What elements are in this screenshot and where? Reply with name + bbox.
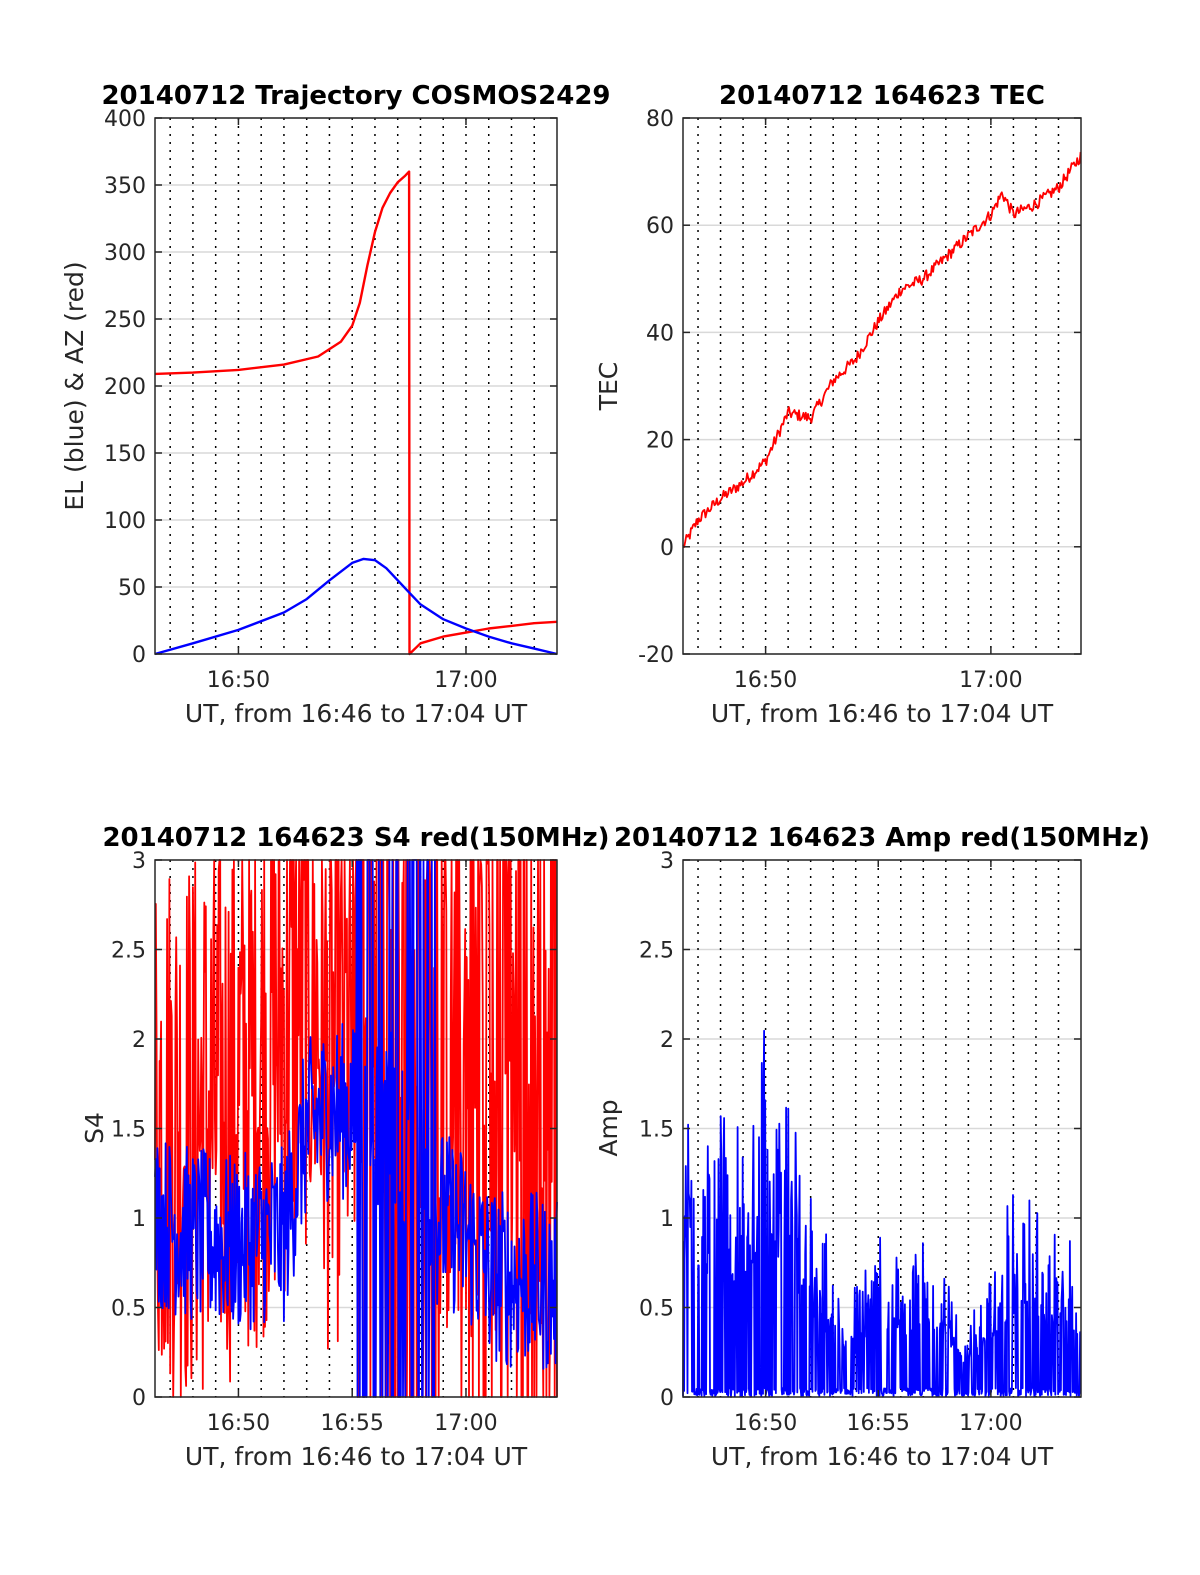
series-line-az [154, 170, 558, 656]
y-tick-label: 0 [660, 1386, 674, 1411]
y-tick-label: -20 [638, 643, 674, 668]
x-tick-label: 16:55 [321, 1411, 384, 1436]
chart-s4: 20140712 164623 S4 red(150MHz) UT, from … [80, 823, 610, 1471]
y-tick-label: 3 [132, 849, 146, 874]
y-tick-label: 3 [660, 849, 674, 874]
y-tick-label: 2.5 [111, 939, 146, 964]
chart-tec: 20140712 164623 TEC UT, from 16:46 to 17… [594, 81, 1082, 728]
x-tick-label: 17:00 [959, 1411, 1022, 1436]
y-tick-label: 60 [646, 214, 674, 239]
y-tick-label: 150 [104, 442, 146, 467]
y-tick-label: 20 [646, 429, 674, 454]
series-line-tec [682, 151, 1082, 548]
y-tick-label: 200 [104, 375, 146, 400]
x-tick-label: 17:00 [434, 668, 497, 693]
x-tick-label: 16:50 [734, 1411, 797, 1436]
y-tick-label: 40 [646, 321, 674, 346]
y-tick-label: 2 [660, 1028, 674, 1053]
series-line-el [154, 557, 558, 656]
y-tick-label: 250 [104, 308, 146, 333]
x-axis-label: UT, from 16:46 to 17:04 UT [711, 1442, 1054, 1471]
y-tick-label: 400 [104, 107, 146, 132]
y-tick-label: 80 [646, 107, 674, 132]
series-line-s4-blue [154, 859, 558, 1398]
x-tick-label: 17:00 [959, 668, 1022, 693]
y-tick-label: 50 [118, 576, 146, 601]
chart-title: 20140712 164623 Amp red(150MHz) [614, 823, 1150, 853]
y-tick-label: 1.5 [639, 1118, 674, 1143]
x-axis-label: UT, from 16:46 to 17:04 UT [185, 1442, 528, 1471]
y-tick-label: 0.5 [639, 1297, 674, 1322]
x-tick-label: 17:00 [434, 1411, 497, 1436]
y-tick-label: 100 [104, 509, 146, 534]
y-axis-label: EL (blue) & AZ (red) [60, 261, 89, 510]
y-tick-label: 0 [132, 643, 146, 668]
plot-frame [682, 117, 1082, 655]
y-tick-label: 2.5 [639, 939, 674, 964]
y-tick-label: 300 [104, 241, 146, 266]
y-tick-label: 0 [132, 1386, 146, 1411]
chart-amp: 20140712 164623 Amp red(150MHz) UT, from… [594, 823, 1150, 1471]
chart-trajectory: 20140712 Trajectory COSMOS2429 UT, from … [60, 81, 611, 728]
y-tick-label: 0.5 [111, 1297, 146, 1322]
y-axis-label: Amp [594, 1099, 623, 1156]
x-tick-label: 16:50 [734, 668, 797, 693]
x-tick-label: 16:50 [207, 668, 270, 693]
y-tick-label: 1 [132, 1207, 146, 1232]
x-tick-label: 16:55 [847, 1411, 910, 1436]
x-axis-label: UT, from 16:46 to 17:04 UT [711, 699, 1054, 728]
x-tick-label: 16:50 [207, 1411, 270, 1436]
series-line-amp [682, 1029, 1082, 1398]
y-tick-label: 1 [660, 1207, 674, 1232]
y-tick-label: 0 [660, 536, 674, 561]
chart-title: 20140712 164623 TEC [719, 81, 1045, 111]
y-tick-label: 1.5 [111, 1118, 146, 1143]
y-tick-label: 2 [132, 1028, 146, 1053]
x-axis-label: UT, from 16:46 to 17:04 UT [185, 699, 528, 728]
chart-title: 20140712 164623 S4 red(150MHz) [102, 823, 609, 853]
y-tick-label: 350 [104, 174, 146, 199]
chart-title: 20140712 Trajectory COSMOS2429 [101, 81, 610, 111]
y-axis-label: S4 [80, 1112, 109, 1144]
y-axis-label: TEC [594, 362, 623, 412]
